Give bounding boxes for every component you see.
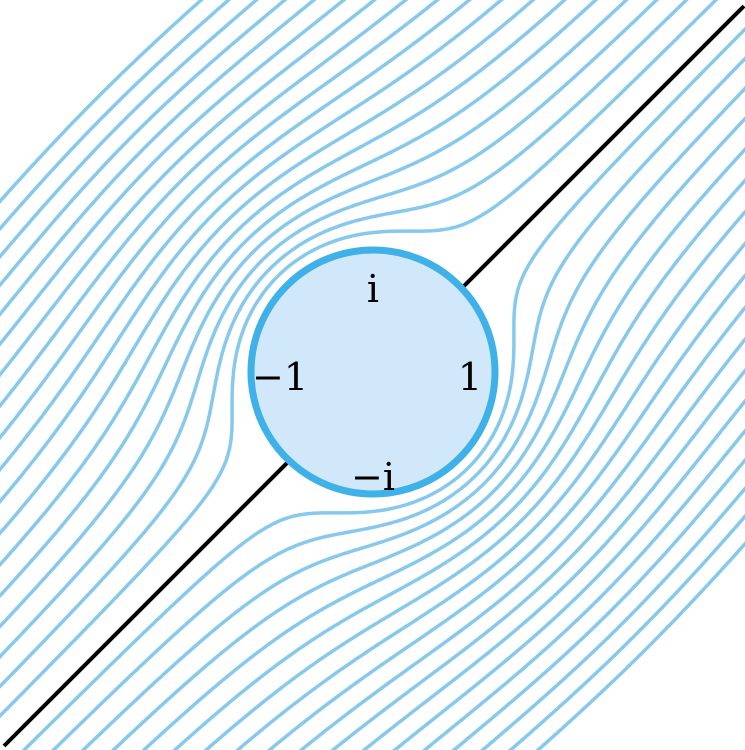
streamline [80, 85, 745, 750]
streamline [451, 457, 745, 750]
label-i: i [367, 267, 379, 311]
streamline [0, 0, 347, 347]
streamline [266, 273, 745, 750]
streamline [421, 428, 745, 750]
streamline [298, 305, 745, 750]
streamline [0, 0, 232, 232]
streamline [235, 241, 745, 750]
unit-disk [247, 246, 499, 498]
streamline [0, 0, 317, 317]
streamline [203, 209, 745, 750]
streamline [141, 146, 745, 750]
streamline [535, 541, 745, 750]
streamline [172, 177, 745, 750]
streamline [0, 0, 536, 536]
streamline [0, 0, 259, 260]
label-minus-i: −i [351, 455, 395, 499]
label-minus-one: −1 [252, 355, 308, 399]
streamline [0, 0, 504, 505]
streamline [0, 0, 599, 599]
streamline [0, 0, 568, 568]
streamline [0, 0, 472, 473]
streamline [0, 0, 288, 288]
streamline [391, 398, 745, 750]
streamline [0, 0, 378, 378]
streamline [110, 116, 745, 750]
label-one: 1 [458, 355, 482, 399]
streamline [0, 0, 629, 629]
streamline [361, 367, 745, 750]
streamline [0, 0, 409, 409]
streamline [330, 336, 745, 750]
streamline [479, 486, 745, 750]
streamline [0, 0, 440, 441]
streamline [507, 513, 745, 750]
streamline [0, 0, 660, 660]
streamline [0, 0, 204, 204]
